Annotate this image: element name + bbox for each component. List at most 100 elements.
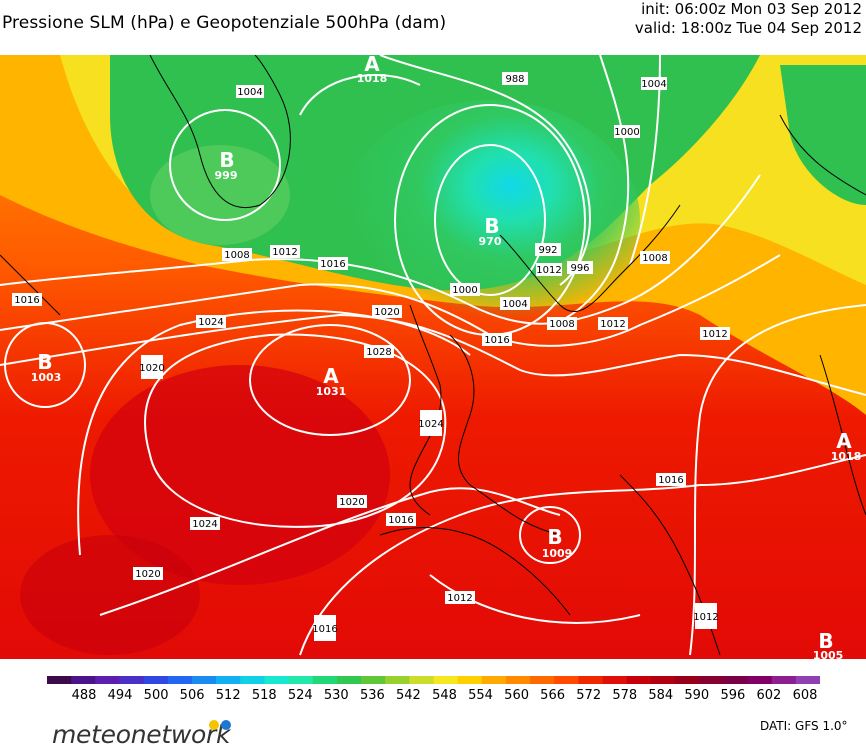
isobar-label-text: 1008 [549, 319, 574, 330]
color-scale-swatch [336, 676, 362, 684]
isobar-label: 1004 [236, 85, 264, 98]
isobar-labels: 1004 988 1004 1000 1008 1012 1016 992 99… [12, 72, 730, 641]
isobar-label: 1012 [445, 591, 475, 604]
isobar-label-text: 1016 [484, 335, 509, 346]
logo-dots-icon [209, 720, 231, 730]
isobar-label-text: 1024 [192, 519, 217, 530]
isobar-label-text: 992 [538, 245, 557, 256]
color-scale-tick-label: 548 [432, 688, 457, 703]
isobar-label-text: 1016 [312, 624, 337, 635]
color-scale-tick-label: 590 [684, 688, 710, 703]
color-scale-swatch [747, 676, 773, 684]
coastlines [0, 55, 866, 656]
color-scale-tick-label: 542 [395, 688, 421, 703]
isobar-label: 1024 [418, 410, 444, 436]
center-letter: B [37, 350, 52, 374]
color-scale-swatch [433, 676, 459, 684]
color-scale-tick-label: 560 [504, 688, 530, 703]
color-scale-tick-label: 566 [540, 688, 566, 703]
color-scale-tick-label: 536 [359, 688, 385, 703]
color-scale-bar [47, 676, 820, 684]
isobar-label-text: 1012 [447, 593, 472, 604]
color-scale-tick-label: 596 [720, 688, 746, 703]
color-scale-swatch [554, 676, 580, 684]
color-scale-swatch [191, 676, 217, 684]
brand-logo: meteonetwork [52, 720, 231, 749]
color-scale-swatch [167, 676, 193, 684]
chart-title: Pressione SLM (hPa) e Geopotenziale 500h… [2, 13, 447, 33]
isobar-label: 996 [567, 261, 593, 274]
isobar-label: 1028 [364, 345, 394, 358]
color-scale-tick-label: 500 [143, 688, 169, 703]
center-value: 1003 [31, 371, 62, 384]
isobar-label: 1008 [222, 248, 252, 261]
color-scale-swatch [312, 676, 338, 684]
isobar-label-text: 1016 [14, 295, 39, 306]
isobar-label: 1012 [536, 263, 562, 276]
color-scale-swatch [481, 676, 507, 684]
isobar-label: 1020 [133, 567, 163, 580]
isobar-label: 1012 [270, 245, 300, 258]
color-scale-swatch [143, 676, 169, 684]
isobar-label-text: 1012 [536, 265, 561, 276]
isobar-label-text: 1020 [135, 569, 160, 580]
weather-map: 1004 988 1004 1000 1008 1012 1016 992 99… [0, 55, 866, 659]
isobar-label-text: 1016 [388, 515, 413, 526]
color-scale-tick-label: 530 [323, 688, 349, 703]
center-letter: B [547, 525, 562, 549]
high-atlantic-core [90, 365, 390, 585]
color-scale-tick-label: 506 [179, 688, 205, 703]
isobar-label-text: 1024 [198, 317, 223, 328]
color-scale-swatch [47, 676, 72, 684]
center-value: 1018 [357, 72, 388, 85]
center-letter: B [219, 148, 234, 172]
isobar-label: 1016 [656, 473, 686, 486]
color-scale-tick-label: 572 [576, 688, 602, 703]
color-scale-swatch [71, 676, 96, 684]
isobar-label-text: 1012 [693, 612, 718, 623]
color-scale-ticks: 488 494 500 506 512 518 524 530 536 542 548 554 560 5… [0, 688, 866, 706]
init-time: init: 06:00z Mon 03 Sep 2012 [641, 0, 862, 18]
center-letter: B [818, 629, 833, 653]
run-info: init: 06:00z Mon 03 Sep 2012 valid: 18:0… [635, 0, 862, 38]
color-scale-tick-label: 608 [792, 688, 818, 703]
isobar-label-text: 1004 [237, 87, 262, 98]
isobar-label: 992 [535, 243, 561, 256]
isobar-label: 1000 [450, 283, 480, 296]
isobar-label-text: 1008 [224, 250, 249, 261]
isobar-label: 1016 [12, 293, 42, 306]
color-scale-swatch [530, 676, 555, 684]
color-scale-tick-label: 602 [756, 688, 782, 703]
isobars [0, 55, 866, 656]
isobar-label: 1016 [312, 615, 338, 641]
color-scale-tick-label: 494 [107, 688, 133, 703]
isobar-label: 1008 [640, 251, 670, 264]
color-scale-tick-label: 554 [468, 688, 493, 703]
isobar-label-text: 1016 [658, 475, 683, 486]
color-scale-tick-label: 578 [612, 688, 638, 703]
isobar-label-text: 1012 [702, 329, 727, 340]
color-scale-swatch [361, 676, 386, 684]
color-scale-swatch [795, 676, 820, 684]
isobar-label-text: 1020 [374, 307, 399, 318]
isobar-label-text: 1004 [641, 79, 666, 90]
isobar-label: 1012 [700, 327, 730, 340]
color-scale-tick-label: 512 [215, 688, 241, 703]
valid-time: valid: 18:00z Tue 04 Sep 2012 [634, 19, 862, 37]
isobar-label: 1012 [598, 317, 628, 330]
isobar-label-text: 996 [570, 263, 589, 274]
color-scale-swatch [723, 676, 749, 684]
field-green-northeast [780, 65, 866, 205]
center-letter: A [323, 364, 339, 388]
isobar-label-text: 1012 [600, 319, 625, 330]
color-scale-tick-label: 584 [648, 688, 674, 703]
isobar-label: 1004 [641, 77, 667, 90]
low-greenland-core [150, 145, 290, 245]
